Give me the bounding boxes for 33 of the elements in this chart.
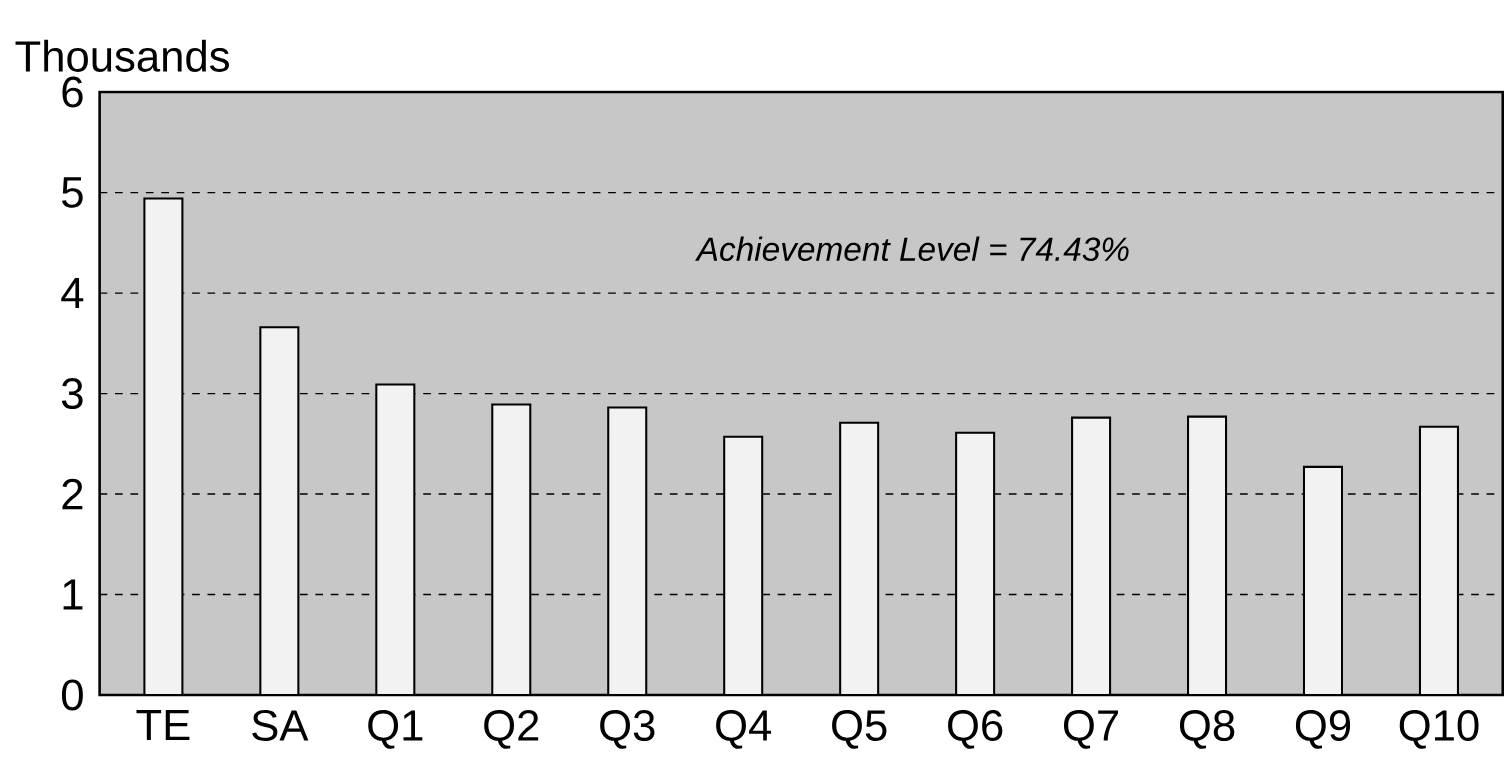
- annotation: Achievement Level = 74.43%: [695, 236, 1129, 261]
- y-tick-label: 6: [62, 76, 83, 108]
- y-tick-label: 5: [62, 177, 83, 208]
- bar: [723, 435, 764, 695]
- bar: [375, 383, 416, 695]
- bar: [491, 403, 532, 695]
- y-tick-label: 2: [62, 478, 83, 510]
- bar: [607, 406, 648, 695]
- x-tick-label: Q6: [948, 709, 1003, 749]
- y-tick-label: 4: [61, 277, 84, 308]
- x-tick-label: TE: [136, 709, 190, 740]
- x-tick-label: Q7: [1064, 709, 1118, 749]
- bar: [1302, 465, 1344, 695]
- x-tick-label: Q1: [368, 709, 423, 749]
- bar: [955, 431, 996, 695]
- x-tick-label: SA: [252, 709, 309, 741]
- x-tick-label: Q10: [1399, 709, 1479, 749]
- x-tick-label: Q2: [484, 709, 539, 749]
- x-tick-label: Q9: [1295, 709, 1351, 749]
- x-tick-label: Q3: [600, 709, 655, 749]
- bar: [1071, 416, 1112, 695]
- bar: [839, 421, 880, 695]
- bar: [1187, 415, 1228, 695]
- y-tick-label: 1: [63, 579, 83, 610]
- bar: [143, 197, 184, 695]
- y-tick-label: 3: [61, 377, 83, 409]
- bar: [259, 326, 300, 695]
- x-tick-label: Q5: [832, 709, 887, 749]
- y-axis-title: Thousands: [15, 39, 229, 72]
- x-tick-label: Q8: [1179, 709, 1235, 749]
- x-tick-label: Q4: [716, 709, 772, 749]
- bar: [1418, 425, 1459, 695]
- y-tick-label: 0: [61, 679, 83, 711]
